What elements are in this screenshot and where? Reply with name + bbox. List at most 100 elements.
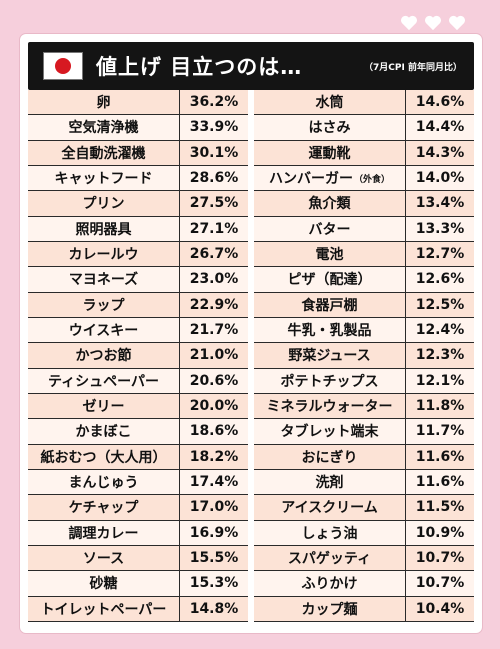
table-row: おにぎり 11.6%	[254, 444, 474, 470]
item-name: かつお節	[28, 343, 180, 368]
item-value: 27.1%	[189, 220, 239, 237]
decorative-hearts	[400, 15, 466, 31]
heart-icon	[425, 15, 441, 31]
item-name: 全自動洗濯機	[28, 140, 180, 165]
item-name: ピザ（配達）	[254, 267, 406, 292]
item-value: 33.9%	[189, 119, 239, 136]
item-value: 12.7%	[415, 246, 465, 263]
item-name: ふりかけ	[254, 571, 406, 596]
item-name-text: 調理カレー	[68, 525, 139, 542]
item-name: マヨネーズ	[28, 267, 180, 292]
item-value: 15.3%	[189, 575, 239, 592]
item-name-text: 全自動洗濯機	[61, 145, 146, 162]
item-name-text: 砂糖	[89, 576, 118, 593]
table-row: キャットフード 28.6%	[28, 165, 248, 192]
item-name: トイレットペーパー	[28, 596, 180, 621]
table-row: 水筒 14.6%	[254, 90, 474, 116]
table-row: まんじゅう 17.4%	[28, 469, 248, 496]
item-value: 27.5%	[189, 195, 239, 212]
item-name: バター	[254, 216, 406, 241]
item-value: 30.1%	[189, 144, 239, 161]
item-name: カップ麺	[254, 596, 406, 621]
left-column: 卵 36.2% 空気清浄機 33.9% 全自動洗濯機 30.1% キャットフード 28.6% プ…	[28, 90, 248, 622]
table-row: 食器戸棚 12.5%	[254, 292, 474, 318]
table-row: 野菜ジュース 12.3%	[254, 343, 474, 369]
item-name-text: ミネラルウォーター	[266, 399, 393, 416]
item-name: ハンバーガー （外食）	[254, 165, 406, 191]
item-value: 21.0%	[189, 347, 239, 364]
item-value: 13.4%	[415, 195, 465, 212]
item-name: 調理カレー	[28, 520, 180, 545]
item-name: 洗剤	[254, 469, 406, 495]
item-name: キャットフード	[28, 165, 180, 191]
item-name-text: まんじゅう	[68, 475, 139, 492]
item-name-text: 電池	[315, 247, 344, 264]
item-name-text: 洗剤	[315, 475, 344, 492]
item-name: はさみ	[254, 115, 406, 140]
item-value: 18.6%	[189, 423, 239, 440]
item-value: 26.7%	[189, 246, 239, 263]
table-row: ケチャップ 17.0%	[28, 495, 248, 521]
table-row: 魚介類 13.4%	[254, 191, 474, 217]
table-row: カップ麺 10.4%	[254, 596, 474, 622]
table-row: ミネラルウォーター 11.8%	[254, 393, 474, 420]
item-value: 14.3%	[415, 144, 465, 161]
item-name: 魚介類	[254, 191, 406, 216]
item-name: 水筒	[254, 90, 406, 115]
table-row: 調理カレー 16.9%	[28, 520, 248, 546]
item-name-text: トイレットペーパー	[40, 601, 167, 618]
table-row: 照明器具 27.1%	[28, 216, 248, 242]
item-value: 20.6%	[189, 372, 239, 389]
item-name: ポテトチップス	[254, 368, 406, 393]
item-name: 食器戸棚	[254, 292, 406, 317]
item-name-text: ソース	[82, 551, 125, 568]
table-row: スパゲッティ 10.7%	[254, 545, 474, 572]
table-row: 砂糖 15.3%	[28, 571, 248, 597]
item-name-text: 野菜ジュース	[288, 348, 371, 365]
item-name-text: 卵	[96, 95, 111, 112]
item-name: ケチャップ	[28, 495, 180, 520]
table-row: ゼリー 20.0%	[28, 393, 248, 420]
item-name: ティシュペーパー	[28, 368, 180, 393]
item-value: 10.4%	[415, 600, 465, 617]
table-row: しょう油 10.9%	[254, 520, 474, 546]
item-value: 18.2%	[189, 448, 239, 465]
item-name-text: ふりかけ	[301, 576, 358, 593]
table-row: ピザ（配達） 12.6%	[254, 267, 474, 293]
table-row: かまぼこ 18.6%	[28, 419, 248, 445]
right-column: 水筒 14.6% はさみ 14.4% 運動靴 14.3% ハンバーガー （外食） 14.0% 魚介…	[254, 90, 474, 622]
item-name: カレールウ	[28, 241, 180, 267]
item-name-text: ハンバーガー	[268, 171, 353, 188]
item-name: アイスクリーム	[254, 495, 406, 520]
table-row: はさみ 14.4%	[254, 115, 474, 141]
item-value: 14.8%	[189, 600, 239, 617]
item-name-text: ケチャップ	[68, 500, 139, 517]
item-value: 12.5%	[415, 296, 465, 313]
item-value: 14.6%	[415, 94, 465, 111]
item-name-text: 魚介類	[308, 196, 351, 213]
item-value: 13.3%	[415, 220, 465, 237]
item-note: （外食）	[353, 174, 390, 185]
item-name: 牛乳・乳製品	[254, 317, 406, 343]
item-name: おにぎり	[254, 444, 406, 469]
item-value: 22.9%	[189, 296, 239, 313]
item-name-text: 照明器具	[75, 221, 132, 238]
table-row: ウイスキー 21.7%	[28, 317, 248, 344]
table-row: 紙おむつ（大人用） 18.2%	[28, 444, 248, 470]
item-value: 21.7%	[189, 322, 239, 339]
item-name: まんじゅう	[28, 469, 180, 495]
table-row: 卵 36.2%	[28, 90, 248, 116]
item-name-text: バター	[308, 221, 351, 238]
item-name-text: スパゲッティ	[287, 551, 372, 568]
item-name-text: 紙おむつ（大人用）	[40, 449, 167, 466]
item-value: 14.0%	[415, 170, 465, 187]
item-name-text: 水筒	[315, 95, 344, 112]
item-name: ミネラルウォーター	[254, 393, 406, 419]
item-value: 11.7%	[415, 423, 465, 440]
item-name: 照明器具	[28, 216, 180, 241]
item-name-text: キャットフード	[54, 171, 153, 188]
item-value: 10.9%	[415, 524, 465, 541]
item-value: 14.4%	[415, 119, 465, 136]
item-name-text: ゼリー	[82, 399, 125, 416]
item-value: 17.4%	[189, 474, 239, 491]
